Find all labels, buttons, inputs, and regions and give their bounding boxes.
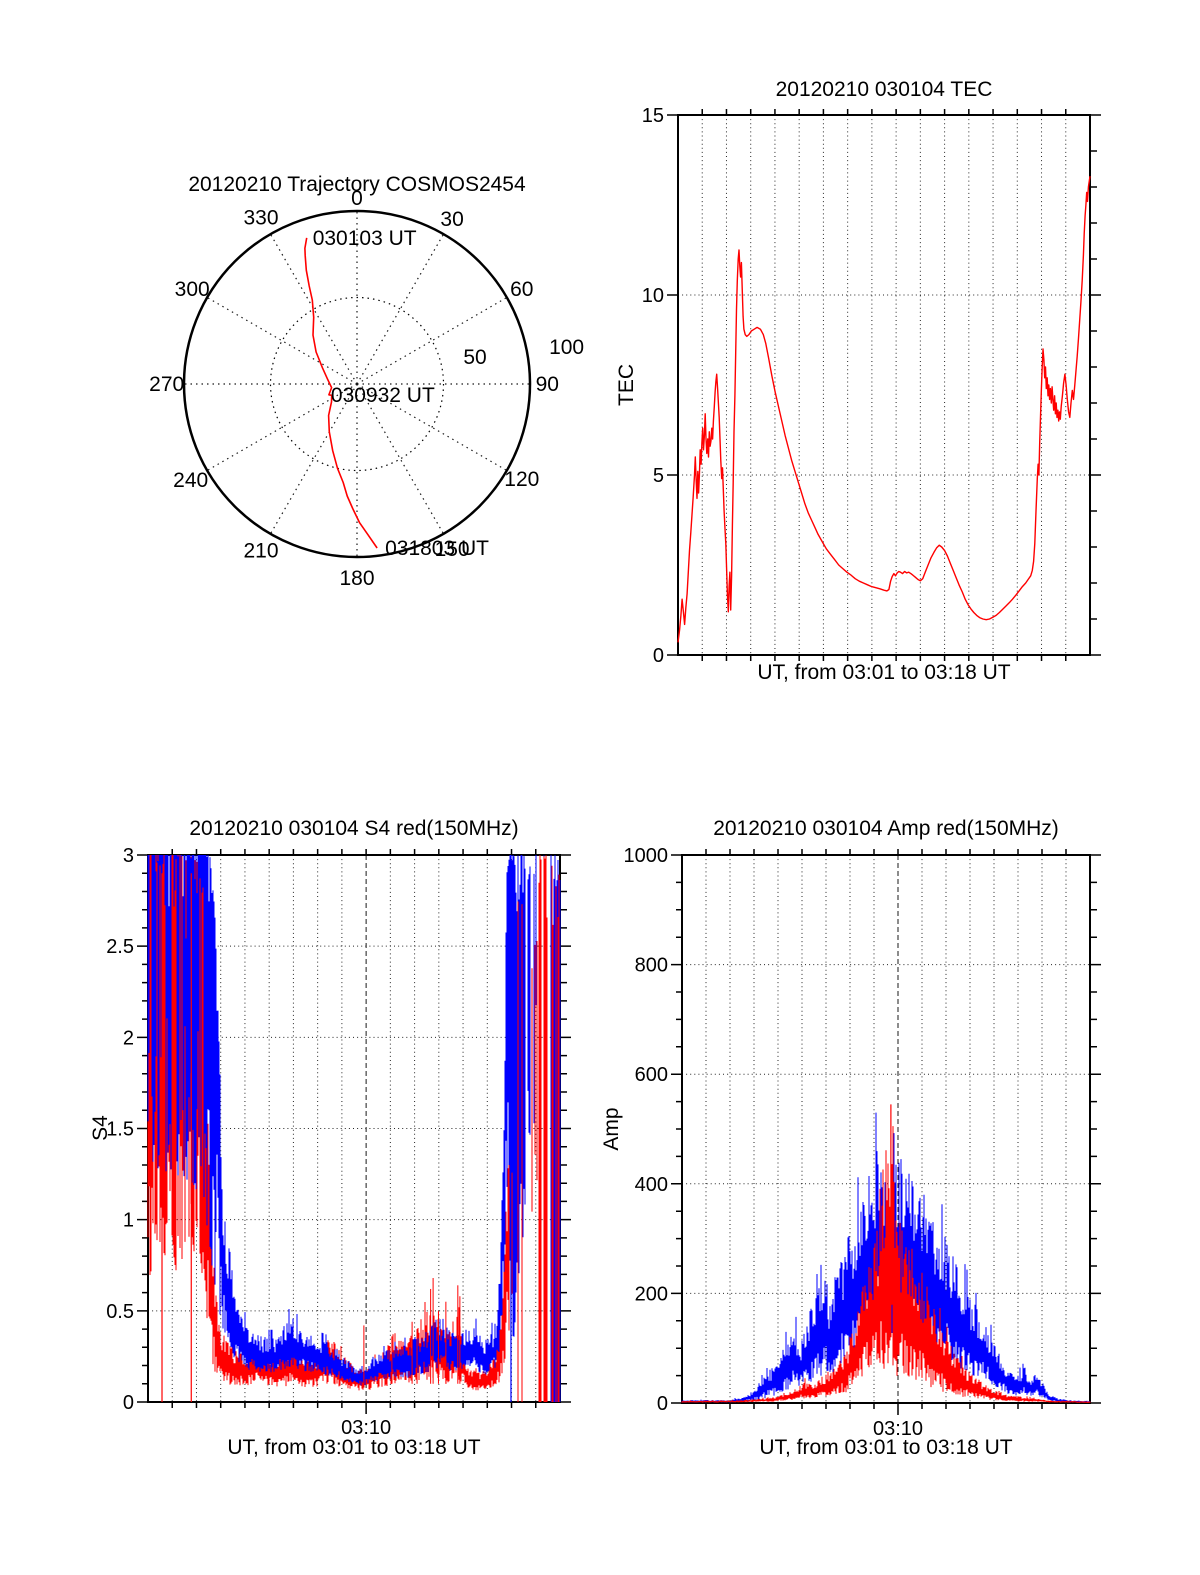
y-tick-label: 2.5 (106, 936, 134, 958)
s4-scintillation-plot: 0 0.5 1 1.5 2 2.5 3 03:10 (106, 845, 571, 1439)
polar-ring-50 (269, 296, 445, 472)
y-tick-label: 10 (642, 285, 664, 307)
tec-series-line (677, 176, 1091, 643)
azimuth-label: 90 (536, 373, 559, 396)
axis-ticks (667, 109, 1101, 661)
y-tick-label: 0 (653, 645, 664, 667)
y-tick-label: 1 (123, 1210, 134, 1232)
amp-scintillation-plot: 0 200 400 600 800 1000 03:10 (624, 845, 1101, 1440)
y-tick-label: 2 (123, 1027, 134, 1049)
saturation-zone (555, 874, 560, 1402)
y-tick-label: 800 (635, 955, 668, 977)
s4-xlabel: UT, from 03:01 to 03:18 UT (227, 1436, 481, 1459)
axis-ticks (671, 849, 1101, 1415)
y-tick-label: 3 (123, 845, 134, 867)
azimuth-label: 240 (173, 469, 208, 492)
saturation-zone (149, 855, 204, 1275)
y-tick-label: 600 (635, 1064, 668, 1086)
trajectory-time-annotation: 030932 UT (331, 384, 435, 407)
y-tick-label: 200 (635, 1283, 668, 1305)
tec-title: 20120210 030104 TEC (775, 78, 993, 101)
tec-line-plot: 0 5 10 15 (642, 105, 1101, 667)
saturation-zone (533, 855, 545, 1124)
azimuth-label: 180 (339, 567, 374, 590)
trajectory-polar-plot: 0 30 60 90 120 150 180 210 240 270 300 330 50 100 0301… (149, 187, 584, 590)
trajectory-title: 20120210 Trajectory COSMOS2454 (188, 173, 526, 196)
red-noise-series (681, 1126, 1091, 1403)
y-tick-label: 0 (123, 1392, 134, 1414)
dotted-grid (678, 115, 1090, 655)
azimuth-label: 270 (149, 373, 184, 396)
azimuth-label: 210 (243, 539, 278, 562)
dotted-grid (148, 855, 560, 1402)
y-tick-label: 1000 (624, 845, 669, 867)
axis-ticks (137, 849, 571, 1414)
y-tick-label: 400 (635, 1174, 668, 1196)
y-tick-label: 0.5 (106, 1301, 134, 1323)
y-tick-label: 15 (642, 105, 664, 127)
x-tick-label: 03:10 (341, 1417, 391, 1439)
azimuth-label: 120 (504, 468, 539, 491)
amp-xlabel: UT, from 03:01 to 03:18 UT (759, 1436, 1013, 1459)
satellite-trajectory-line (304, 237, 378, 549)
saturation-zone (517, 901, 523, 1402)
x-tick-label: 03:10 (873, 1418, 923, 1440)
axis-frame (681, 854, 1091, 1404)
azimuth-label: 60 (510, 278, 533, 301)
y-tick-label: 0 (657, 1393, 668, 1415)
s4-title: 20120210 030104 S4 red(150MHz) (189, 817, 519, 840)
y-tick-label: 1.5 (106, 1119, 134, 1141)
azimuth-label: 300 (175, 278, 210, 301)
saturation-zone (531, 933, 540, 1212)
ring-label: 100 (549, 336, 584, 359)
amp-title: 20120210 030104 Amp red(150MHz) (713, 817, 1059, 840)
trajectory-time-annotation: 030103 UT (313, 227, 417, 250)
ring-label: 50 (463, 346, 486, 369)
tec-xlabel: UT, from 03:01 to 03:18 UT (757, 661, 1011, 684)
axis-frame (677, 114, 1091, 656)
azimuth-label: 0 (351, 187, 363, 210)
azimuth-label: 30 (440, 208, 463, 231)
polar-ring-100 (182, 209, 532, 559)
saturation-zone (543, 855, 554, 1402)
azimuth-label: 330 (243, 207, 278, 230)
trajectory-time-annotation: 031803 UT (385, 537, 489, 560)
saturation-zone (538, 855, 542, 1402)
azimuth-label: 150 (435, 538, 470, 561)
y-tick-label: 5 (653, 465, 664, 487)
